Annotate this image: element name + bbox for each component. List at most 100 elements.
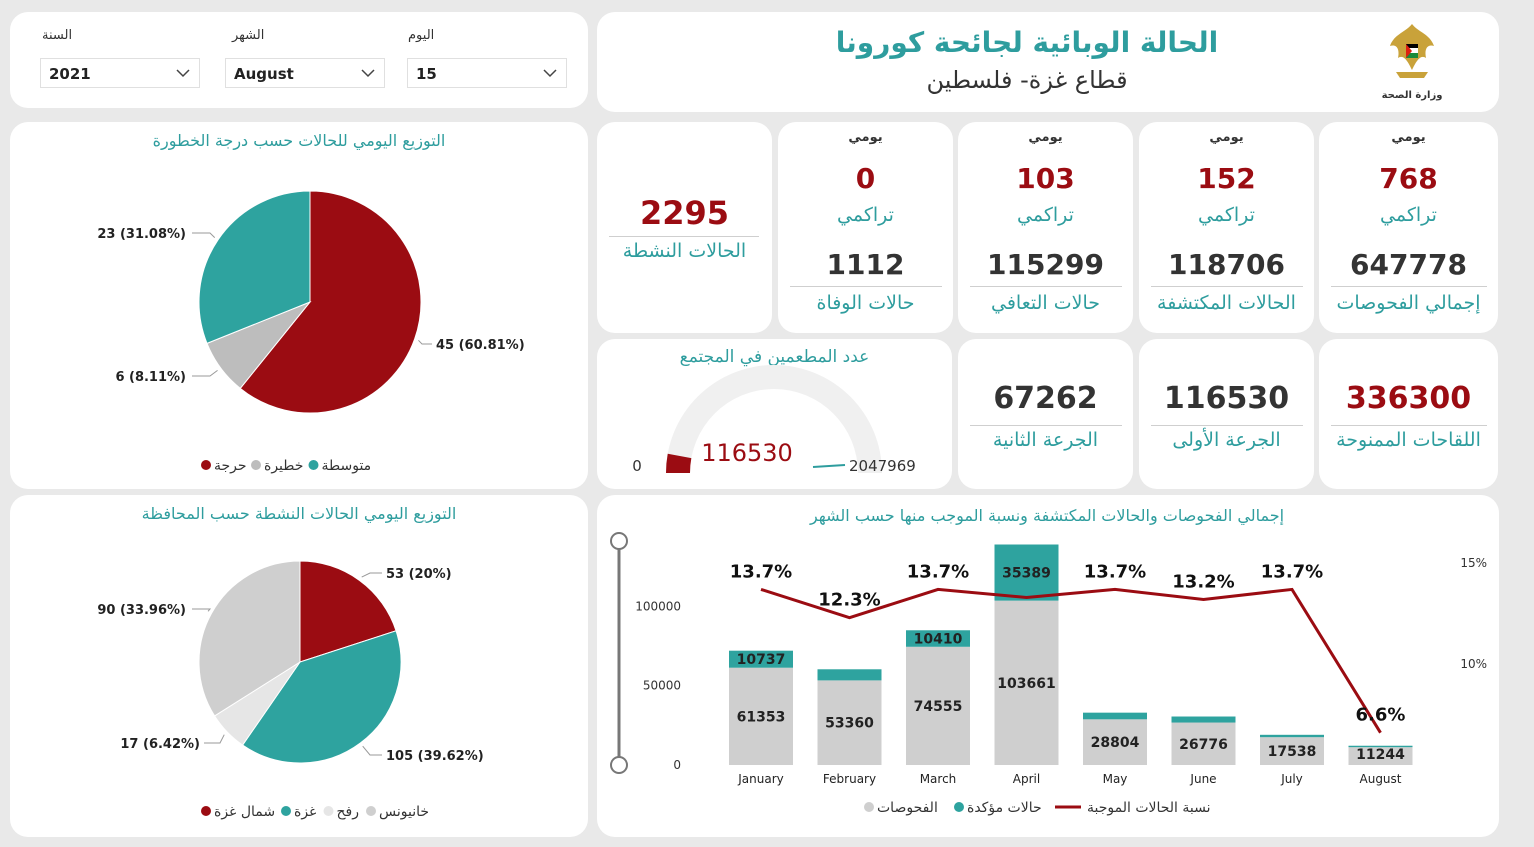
legend-dot — [251, 460, 261, 470]
bar-confirmed[interactable] — [1348, 745, 1413, 748]
zoom-slider-handle[interactable] — [610, 532, 628, 550]
cumulative-value: 118706 — [1168, 248, 1285, 281]
cumulative-value: 115299 — [987, 248, 1104, 281]
gauge-max: 2047969 — [849, 457, 916, 475]
legend-label[interactable]: خانيونس — [379, 804, 429, 820]
divider — [609, 236, 759, 237]
first-dose-label: الجرعة الأولى — [1172, 429, 1281, 451]
x-tick-label: February — [823, 772, 876, 786]
legend-label[interactable]: متوسطة — [322, 458, 372, 474]
pie-slice[interactable] — [239, 190, 422, 414]
vaccine-total-card: 336300 اللقاحات الممنوحة — [1319, 339, 1498, 489]
legend-dot — [281, 806, 291, 816]
cumulative-label: تراكمي — [1380, 204, 1437, 226]
kpi-deaths-card: يومي 0 تراكمي 1112 حالات الوفاة — [778, 122, 953, 333]
daily-value: 103 — [1016, 162, 1075, 195]
legend-label[interactable]: نسبة الحالات الموجبة — [1087, 800, 1211, 816]
gauge-track — [666, 365, 882, 473]
year-dropdown[interactable]: 2021 — [40, 58, 200, 88]
governorate-pie-card: التوزيع اليومي الحالات النشطة حسب المحاف… — [10, 495, 588, 837]
kpi-name: حالات التعافي — [991, 292, 1100, 314]
gauge-fill — [666, 453, 692, 473]
pie-slice[interactable] — [299, 560, 397, 663]
x-tick-label: August — [1360, 772, 1402, 786]
legend-label[interactable]: حالات مؤكدة — [967, 800, 1042, 816]
bar-confirmed[interactable] — [817, 669, 882, 681]
bar-tests[interactable] — [1260, 737, 1324, 765]
ministry-name: وزارة الصحة — [1381, 90, 1443, 101]
bar-confirmed[interactable] — [1083, 712, 1147, 720]
legend-label[interactable]: غزة — [294, 804, 316, 820]
pie-slice[interactable] — [198, 190, 311, 345]
chart-title: التوزيع اليومي للحالات حسب درجة الخطورة — [153, 131, 446, 151]
bar-tests[interactable] — [906, 646, 970, 765]
leader-line — [192, 369, 218, 377]
vaccines-total-value: 336300 — [1345, 381, 1472, 416]
monthly-tests-chart: إجمالي الفحوصات والحالات المكتشفة ونسبة … — [610, 506, 1487, 816]
month-value: August — [234, 65, 294, 83]
zoom-slider-handle[interactable] — [610, 756, 628, 774]
second-dose-label: الجرعة الثانية — [992, 429, 1099, 451]
kpi-recovered-card: يومي 103 تراكمي 115299 حالات التعافي — [958, 122, 1133, 333]
bar-confirmed[interactable] — [729, 650, 793, 668]
legend-dot — [201, 806, 211, 816]
day-dropdown[interactable]: 15 — [407, 58, 567, 88]
gauge-title: عدد المطعمين في المجتمع — [679, 347, 870, 367]
month-dropdown[interactable]: August — [225, 58, 385, 88]
bar-tests-label: 53360 — [825, 716, 874, 732]
kpi-name: إجمالي الفحوصات — [1336, 292, 1481, 314]
positive-rate-label: 13.2% — [1172, 572, 1234, 593]
bar-tests[interactable] — [817, 680, 882, 765]
legend-dot — [323, 806, 334, 816]
bar-tests-label: 11244 — [1356, 747, 1405, 763]
bar-confirmed[interactable] — [1260, 734, 1324, 738]
legend-label[interactable]: حرجة — [214, 458, 247, 474]
divider — [1331, 286, 1487, 287]
legend-label[interactable]: شمال غزة — [214, 804, 275, 820]
divider — [1151, 286, 1303, 287]
vaccines-total-label: اللقاحات الممنوحة — [1336, 429, 1481, 451]
year-label: السنة — [42, 28, 73, 43]
bar-tests[interactable] — [1171, 722, 1236, 765]
cumulative-label: تراكمي — [1017, 204, 1074, 226]
legend-label[interactable]: رفح — [337, 804, 360, 820]
y-tick-label: 100000 — [635, 599, 681, 613]
bar-tests[interactable] — [729, 667, 793, 765]
chevron-down-icon — [361, 69, 375, 78]
bar-confirmed-label: 35389 — [1002, 566, 1051, 582]
positive-rate-line[interactable] — [760, 587, 1382, 734]
bar-tests-label: 61353 — [737, 709, 786, 725]
chevron-down-icon — [176, 69, 190, 78]
positive-rate-label: 6.6% — [1356, 705, 1406, 726]
daily-label: يومي — [1391, 130, 1426, 145]
gauge-value: 116530 — [701, 439, 793, 467]
leader-line — [192, 608, 212, 612]
bar-confirmed[interactable] — [994, 544, 1059, 601]
legend-label[interactable]: خطيرة — [264, 458, 303, 474]
severity-pie-chart: التوزيع اليومي للحالات حسب درجة الخطورة 4… — [97, 131, 524, 474]
daily-value: 768 — [1379, 162, 1438, 195]
leader-line — [361, 572, 382, 578]
bar-tests[interactable] — [1348, 747, 1413, 765]
x-tick-label: January — [737, 772, 784, 786]
pie-slice[interactable] — [241, 630, 402, 764]
day-value: 15 — [416, 65, 437, 83]
legend-label[interactable]: الفحوصات — [877, 800, 938, 816]
severity-pie-card: التوزيع اليومي للحالات حسب درجة الخطورة 4… — [10, 122, 588, 489]
bar-tests[interactable] — [1083, 719, 1147, 765]
active-cases-card: 2295 الحالات النشطة — [597, 122, 772, 333]
pie-slice[interactable] — [198, 560, 301, 717]
cumulative-label: تراكمي — [837, 204, 894, 226]
vaccinated-gauge-card: عدد المطعمين في المجتمع 116530 0 2047969 — [597, 339, 952, 489]
bar-confirmed[interactable] — [906, 630, 970, 647]
bar-confirmed[interactable] — [1171, 716, 1236, 723]
positive-rate-label: 13.7% — [1261, 561, 1323, 582]
vaccine-second-dose-card: 67262 الجرعة الثانية — [958, 339, 1133, 489]
page-title: الحالة الوبائية لجائحة كورونا — [835, 26, 1219, 59]
bar-tests-label: 103661 — [997, 676, 1055, 692]
positive-rate-label: 13.7% — [730, 561, 792, 582]
bar-tests[interactable] — [994, 600, 1059, 765]
y-tick-label: 0 — [673, 758, 681, 772]
bar-tests-label: 28804 — [1091, 735, 1140, 751]
kpi-detected-card: يومي 152 تراكمي 118706 الحالات المكتشفة — [1139, 122, 1314, 333]
